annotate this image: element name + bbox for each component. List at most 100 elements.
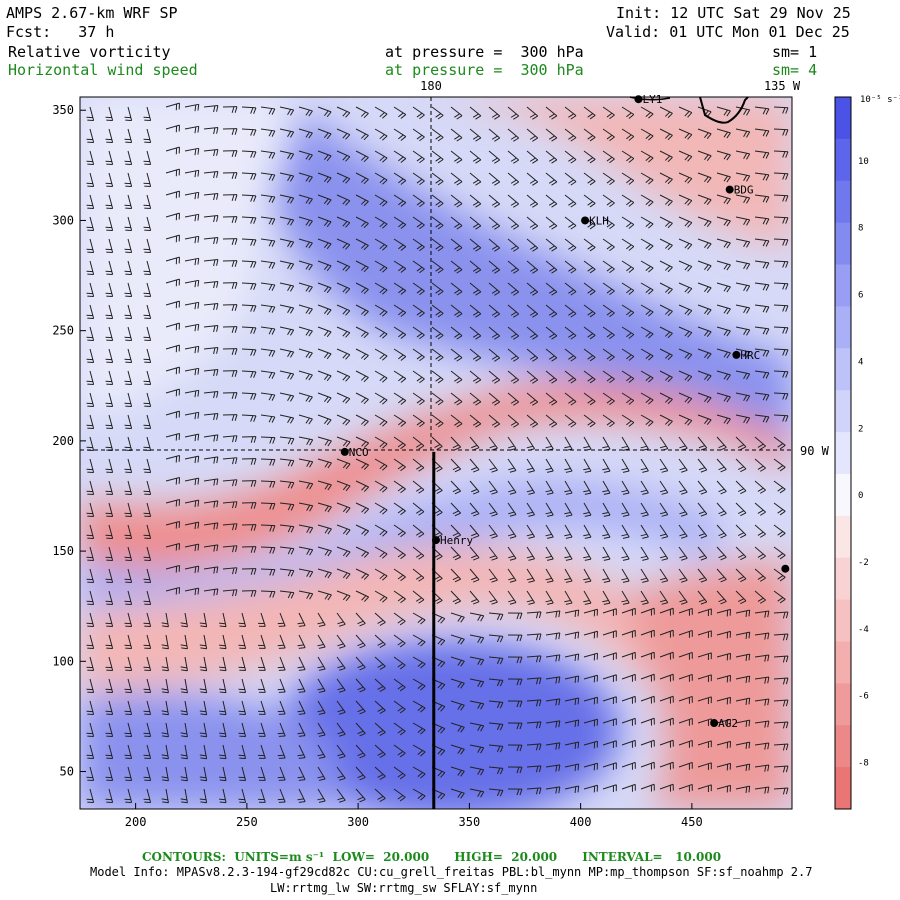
wind-barb xyxy=(199,722,208,738)
wind-barb xyxy=(526,787,542,795)
wind-barb xyxy=(165,388,180,397)
wind-barb xyxy=(336,590,351,602)
wind-barb xyxy=(219,634,227,650)
wind-barb xyxy=(412,414,425,428)
wind-barb xyxy=(621,414,635,427)
wind-barb xyxy=(526,590,536,605)
wind-barb xyxy=(143,370,152,386)
wind-barb xyxy=(450,788,465,799)
wind-barb xyxy=(526,392,539,406)
wind-barb xyxy=(199,656,208,672)
field2-name: Horizontal wind speed xyxy=(8,61,198,79)
wind-barb xyxy=(640,629,655,638)
wind-barb xyxy=(279,546,295,555)
wind-barb xyxy=(374,502,388,515)
wind-barb xyxy=(298,304,313,315)
wind-barb xyxy=(716,740,732,749)
wind-barb xyxy=(640,695,655,704)
wind-barb xyxy=(507,194,520,208)
x-tick-label: 300 xyxy=(347,815,369,829)
wind-barb xyxy=(678,458,688,473)
wind-barb xyxy=(659,568,669,583)
wind-barb xyxy=(336,260,351,272)
wind-barb xyxy=(393,348,407,361)
wind-barb xyxy=(165,543,181,551)
station-label-ag2: AG2 xyxy=(718,717,738,730)
wind-barb xyxy=(374,216,388,229)
wind-barb xyxy=(697,458,708,473)
wind-barb xyxy=(450,502,462,517)
wind-barb xyxy=(545,524,554,539)
wind-barb xyxy=(697,696,712,705)
wind-barb xyxy=(279,414,295,424)
wind-barb xyxy=(241,348,257,356)
wind-barb xyxy=(488,546,498,561)
wind-barb xyxy=(374,634,386,648)
wind-barb xyxy=(203,259,219,267)
wind-barb xyxy=(526,633,542,641)
wind-barb xyxy=(659,717,674,726)
wind-barb xyxy=(336,392,351,404)
wind-barb xyxy=(697,568,708,583)
wind-barb xyxy=(203,369,219,377)
wind-barb xyxy=(355,524,370,536)
wind-barb xyxy=(469,700,485,710)
wind-barb xyxy=(545,194,558,208)
wind-barb xyxy=(659,761,674,770)
wind-barb xyxy=(241,590,257,597)
wind-barb xyxy=(279,194,295,204)
wind-barb xyxy=(564,524,573,539)
station-dot xyxy=(340,447,349,456)
wind-barb xyxy=(678,194,693,206)
wind-barb xyxy=(773,326,789,334)
wind-barb xyxy=(773,238,789,246)
wind-barb xyxy=(298,590,314,600)
field1-pressure: at pressure = 300 hPa xyxy=(385,43,584,61)
wind-barb xyxy=(431,370,444,384)
wind-barb xyxy=(526,721,542,729)
wind-barb xyxy=(640,172,654,185)
wind-barb xyxy=(735,260,751,270)
wind-barb xyxy=(336,238,351,250)
wind-barb xyxy=(735,590,747,605)
wind-barb xyxy=(488,436,498,451)
wind-barb xyxy=(124,524,133,540)
wind-barb xyxy=(488,370,501,384)
wind-barb xyxy=(697,370,712,382)
wind-barb xyxy=(258,744,266,759)
wind-barb xyxy=(393,370,407,383)
wind-barb xyxy=(412,106,425,120)
wind-barb xyxy=(773,590,786,604)
wind-barb xyxy=(161,678,169,694)
wind-barb xyxy=(317,282,332,294)
wind-barb xyxy=(678,695,693,704)
wind-barb xyxy=(355,150,369,163)
wind-barb xyxy=(659,651,674,660)
wind-barb xyxy=(716,238,731,249)
wind-barb xyxy=(507,348,520,362)
wind-barb xyxy=(754,568,766,582)
wind-barb xyxy=(355,788,366,803)
wind-barb xyxy=(773,502,786,516)
y-tick-label: 100 xyxy=(52,654,74,668)
wind-barb xyxy=(279,238,295,248)
wind-barb xyxy=(222,304,238,311)
wind-barb xyxy=(735,741,751,750)
wind-barb xyxy=(260,392,276,401)
wind-barb xyxy=(640,128,654,141)
wind-barb xyxy=(545,260,558,274)
colorbar-tick-label: 10 xyxy=(858,157,869,167)
wind-barb xyxy=(773,172,789,180)
wind-barb xyxy=(716,590,727,605)
station-label-hrc: HRC xyxy=(740,349,760,362)
wind-barb xyxy=(583,150,596,164)
wind-barb xyxy=(124,348,133,364)
wind-barb xyxy=(507,172,520,186)
wind-barb xyxy=(393,480,406,494)
wind-barb xyxy=(165,455,181,463)
wind-barb xyxy=(697,762,712,771)
wind-barb xyxy=(716,304,731,315)
wind-barb xyxy=(86,260,95,276)
wind-barb xyxy=(412,568,425,582)
